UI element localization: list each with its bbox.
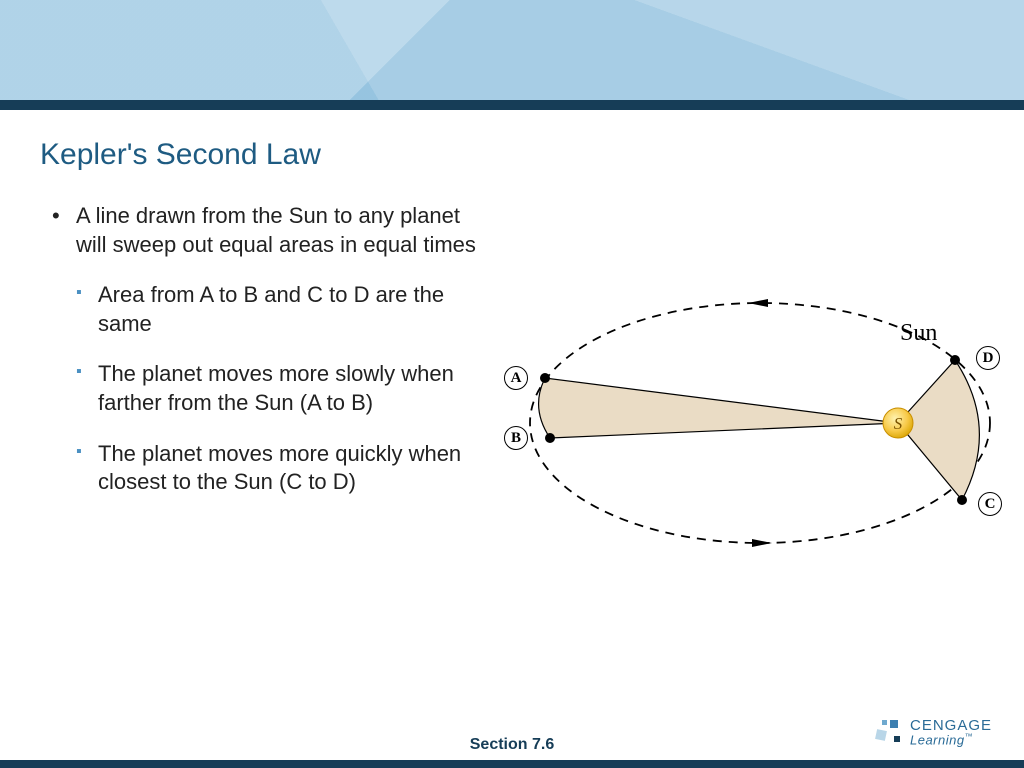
label-b: B (504, 426, 528, 450)
section-label: Section 7.6 (470, 736, 554, 754)
bullet-sub-3: The planet moves more quickly when close… (76, 440, 480, 497)
orbit-arrow-bottom (752, 539, 772, 547)
header-rule (0, 100, 1024, 110)
logo-mark-icon (876, 718, 904, 746)
footer-rule (0, 760, 1024, 768)
logo-line1: CENGAGE (910, 718, 992, 733)
sun-text-label: Sun (900, 320, 937, 347)
logo-text: CENGAGE Learning™ (910, 718, 992, 746)
bullet-sub-1: Area from A to B and C to D are the same (76, 281, 480, 338)
bullet-main: A line drawn from the Sun to any planet … (52, 202, 480, 259)
point-d (950, 355, 960, 365)
logo-line2: Learning (910, 732, 965, 747)
kepler-diagram: S Sun A B C D (500, 268, 1020, 578)
sun-s-label: S (894, 414, 903, 433)
text-column: Kepler's Second Law A line drawn from th… (40, 138, 480, 519)
label-c: C (978, 492, 1002, 516)
orbit-arrow-top (748, 299, 768, 307)
header-band (0, 0, 1024, 100)
label-a: A (504, 366, 528, 390)
bullet-sub-2: The planet moves more slowly when farthe… (76, 360, 480, 417)
cengage-logo: CENGAGE Learning™ (876, 718, 992, 746)
point-c (957, 495, 967, 505)
content-area: Kepler's Second Law A line drawn from th… (0, 110, 1024, 519)
point-a (540, 373, 550, 383)
swept-area-left (539, 378, 898, 438)
point-b (545, 433, 555, 443)
slide-title: Kepler's Second Law (40, 138, 480, 172)
footer: Section 7.6 (0, 736, 1024, 754)
diagram-column: S Sun A B C D (500, 138, 984, 519)
orbit-svg: S (500, 268, 1020, 578)
label-d: D (976, 346, 1000, 370)
